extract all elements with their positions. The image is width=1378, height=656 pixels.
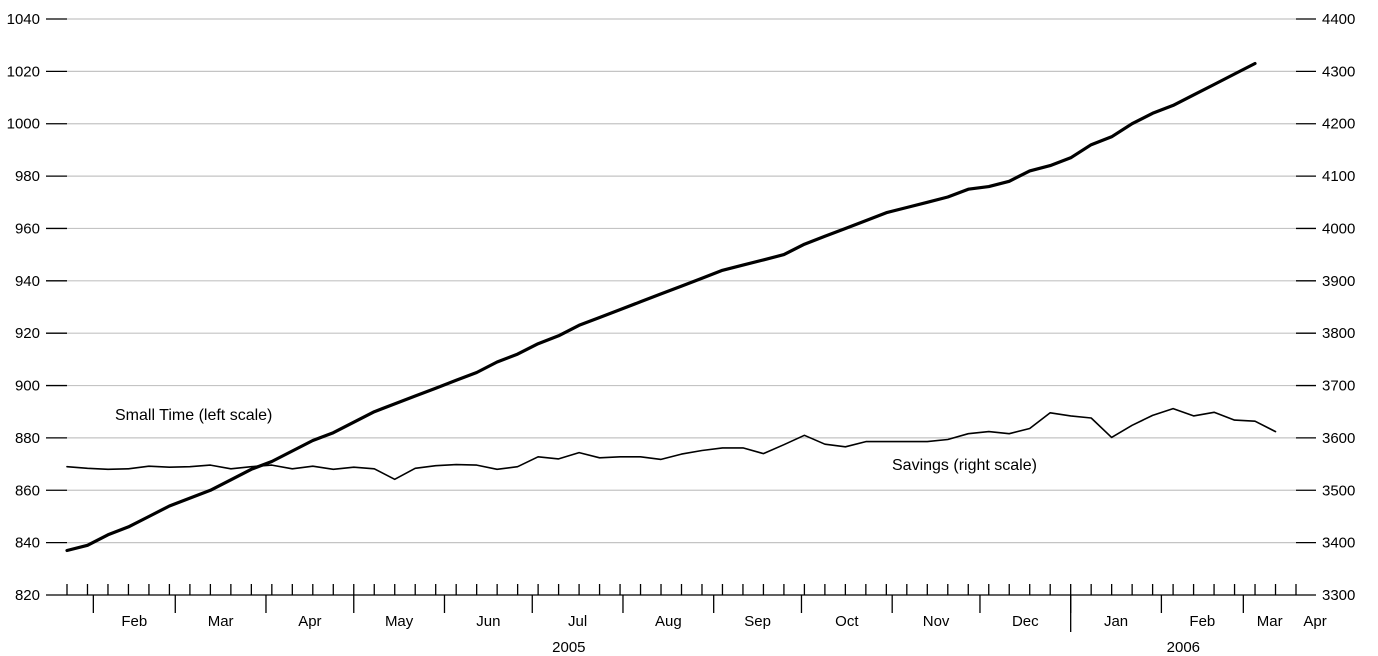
x-tick-label-month: Sep [744,613,771,630]
y-tick-label-right: 3600 [1322,430,1355,447]
x-tick-label-month: May [385,613,414,630]
y-tick-label-right: 4000 [1322,220,1355,237]
y-tick-label-left: 1000 [7,116,40,133]
y-tick-label-right: 3800 [1322,325,1355,342]
x-tick-label-month: Oct [835,613,859,630]
x-tick-label-month: Mar [1257,613,1283,630]
y-tick-label-left: 900 [15,378,40,395]
y-tick-label-left: 960 [15,220,40,237]
y-tick-label-left: 880 [15,430,40,447]
x-tick-label-month: Apr [1303,613,1326,630]
x-axis: Feb Mar Apr May Jun Jul Aug Sep Oct Nov Dec Jan Feb M… [66,584,1327,656]
x-tick-label-month: Jul [568,613,587,630]
y-tick-label-left: 1020 [7,63,40,80]
y-tick-label-left: 980 [15,168,40,185]
y-tick-label-right: 4200 [1322,116,1355,133]
x-tick-label-month: Dec [1012,613,1039,630]
y-tick-label-right: 3500 [1322,482,1355,499]
y-tick-label-right: 3900 [1322,273,1355,290]
x-tick-label-month: Feb [121,613,147,630]
y-tick-label-left: 920 [15,325,40,342]
y-tick-label-right: 4400 [1322,11,1355,28]
y-tick-label-right: 3300 [1322,587,1355,604]
y-tick-label-left: 820 [15,587,40,604]
x-year-label-2005: 2005 [552,639,585,656]
y-tick-label-right: 3700 [1322,378,1355,395]
x-tick-label-month: Jun [476,613,500,630]
y-tick-label-right: 4100 [1322,168,1355,185]
x-tick-label-month: Aug [655,613,682,630]
x-tick-label-month: Nov [923,613,950,630]
y-tick-label-left: 840 [15,535,40,552]
y-tick-label-left: 1040 [7,11,40,28]
series-label-small-time: Small Time (left scale) [115,407,272,424]
y-tick-label-right: 4300 [1322,63,1355,80]
x-tick-label-month: Feb [1189,613,1215,630]
y-tick-label-right: 3400 [1322,535,1355,552]
left-y-axis: 820 840 860 880 900 920 940 960 980 1000 1020 1040 [7,11,67,604]
x-tick-label-month: Mar [208,613,234,630]
series-lines [65,61,1277,553]
x-tick-label-month: Jan [1104,613,1128,630]
series-line-small-time [65,61,1257,553]
y-tick-label-left: 860 [15,482,40,499]
gridlines [67,18,1296,544]
x-tick-label-month: Apr [298,613,321,630]
series-label-savings: Savings (right scale) [892,457,1037,474]
y-tick-label-left: 940 [15,273,40,290]
right-y-axis: 3300 3400 3500 3600 3700 3800 3900 4000 4100 4200… [1296,11,1355,604]
x-year-label-2006: 2006 [1167,639,1200,656]
series-line-savings [66,407,1277,481]
